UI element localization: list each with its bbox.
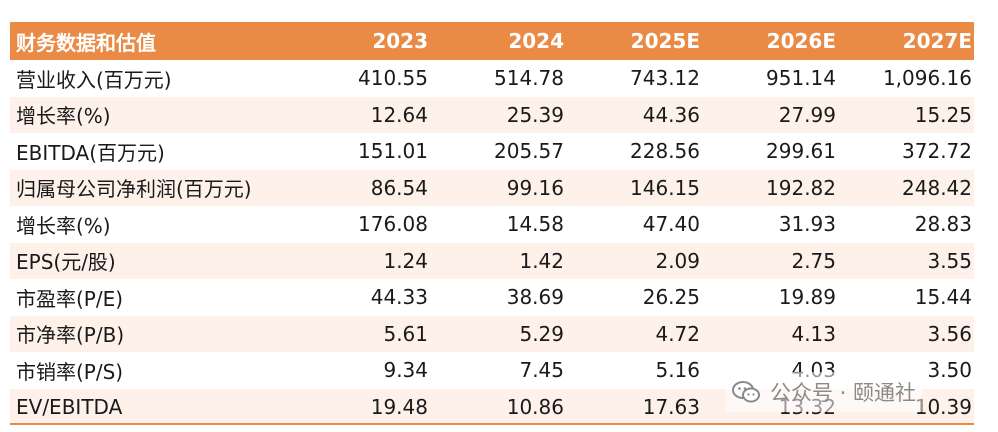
- cell-value: 17.63: [642, 394, 700, 419]
- watermark: 公众号 · 颐通社: [726, 372, 923, 412]
- header-year-2025e: 2025E: [630, 29, 700, 53]
- cell-value: 9.34: [383, 358, 428, 383]
- cell-value: 2.09: [655, 248, 700, 273]
- cell-value: 15.44: [914, 285, 972, 310]
- table-row: 归属母公司净利润(百万元) 86.54 99.16 146.15 192.82 …: [10, 169, 974, 206]
- row-label: EBITDA(百万元): [16, 140, 165, 165]
- cell-value: 1,096.16: [882, 66, 972, 91]
- header-title: 财务数据和估值: [16, 30, 156, 55]
- cell-value: 38.69: [506, 285, 564, 310]
- cell-value: 3.55: [927, 248, 972, 273]
- cell-value: 1.42: [519, 248, 564, 273]
- row-label: EPS(元/股): [16, 250, 116, 275]
- cell-value: 176.08: [358, 212, 428, 237]
- cell-value: 299.61: [766, 139, 836, 164]
- cell-value: 743.12: [630, 66, 700, 91]
- cell-value: 10.86: [506, 394, 564, 419]
- table-row: EPS(元/股) 1.24 1.42 2.09 2.75 3.55: [10, 242, 974, 279]
- row-label: 营业收入(百万元): [16, 67, 172, 92]
- cell-value: 3.56: [927, 321, 972, 346]
- cell-value: 19.48: [370, 394, 428, 419]
- cell-value: 44.33: [370, 285, 428, 310]
- cell-value: 10.39: [914, 394, 972, 419]
- wechat-icon: [732, 381, 760, 403]
- table-header: 财务数据和估值 2023 2024 2025E 2026E 2027E: [10, 22, 974, 60]
- table-row: 增长率(%) 176.08 14.58 47.40 31.93 28.83: [10, 206, 974, 243]
- row-label: 市净率(P/B): [16, 323, 125, 348]
- row-label: 市盈率(P/E): [16, 286, 124, 311]
- cell-value: 151.01: [358, 139, 428, 164]
- row-label: 增长率(%): [16, 104, 111, 129]
- row-label: 市销率(P/S): [16, 359, 124, 384]
- cell-value: 2.75: [791, 248, 836, 273]
- cell-value: 951.14: [766, 66, 836, 91]
- cell-value: 5.29: [519, 321, 564, 346]
- cell-value: 47.40: [642, 212, 700, 237]
- table-row: 营业收入(百万元) 410.55 514.78 743.12 951.14 1,…: [10, 60, 974, 97]
- cell-value: 15.25: [914, 102, 972, 127]
- cell-value: 25.39: [506, 102, 564, 127]
- row-label: 归属母公司净利润(百万元): [16, 177, 252, 202]
- cell-value: 4.72: [655, 321, 700, 346]
- cell-value: 14.58: [506, 212, 564, 237]
- cell-value: 514.78: [494, 66, 564, 91]
- cell-value: 44.36: [642, 102, 700, 127]
- cell-value: 86.54: [370, 175, 428, 200]
- cell-value: 205.57: [494, 139, 564, 164]
- table-row: 市净率(P/B) 5.61 5.29 4.72 4.13 3.56: [10, 315, 974, 352]
- watermark-text: 公众号 · 颐通社: [770, 381, 917, 405]
- cell-value: 4.13: [791, 321, 836, 346]
- cell-value: 7.45: [519, 358, 564, 383]
- financial-table: 财务数据和估值 2023 2024 2025E 2026E 2027E 营业收入…: [10, 22, 974, 425]
- cell-value: 228.56: [630, 139, 700, 164]
- table-row: 增长率(%) 12.64 25.39 44.36 27.99 15.25: [10, 96, 974, 133]
- cell-value: 146.15: [630, 175, 700, 200]
- table-bottom-border: [10, 423, 974, 425]
- cell-value: 3.50: [927, 358, 972, 383]
- row-label: EV/EBITDA: [16, 394, 123, 419]
- row-label: 增长率(%): [16, 213, 111, 238]
- cell-value: 99.16: [506, 175, 564, 200]
- cell-value: 12.64: [370, 102, 428, 127]
- cell-value: 5.16: [655, 358, 700, 383]
- header-year-2026e: 2026E: [766, 29, 836, 53]
- cell-value: 372.72: [902, 139, 972, 164]
- cell-value: 248.42: [902, 175, 972, 200]
- cell-value: 1.24: [383, 248, 428, 273]
- cell-value: 26.25: [642, 285, 700, 310]
- cell-value: 27.99: [778, 102, 836, 127]
- cell-value: 410.55: [358, 66, 428, 91]
- table-row: 市盈率(P/E) 44.33 38.69 26.25 19.89 15.44: [10, 279, 974, 316]
- cell-value: 192.82: [766, 175, 836, 200]
- header-year-2024: 2024: [508, 29, 564, 53]
- cell-value: 31.93: [778, 212, 836, 237]
- header-year-2027e: 2027E: [902, 29, 972, 53]
- header-year-2023: 2023: [372, 29, 428, 53]
- cell-value: 28.83: [914, 212, 972, 237]
- table-row: EBITDA(百万元) 151.01 205.57 228.56 299.61 …: [10, 133, 974, 170]
- cell-value: 5.61: [383, 321, 428, 346]
- cell-value: 19.89: [778, 285, 836, 310]
